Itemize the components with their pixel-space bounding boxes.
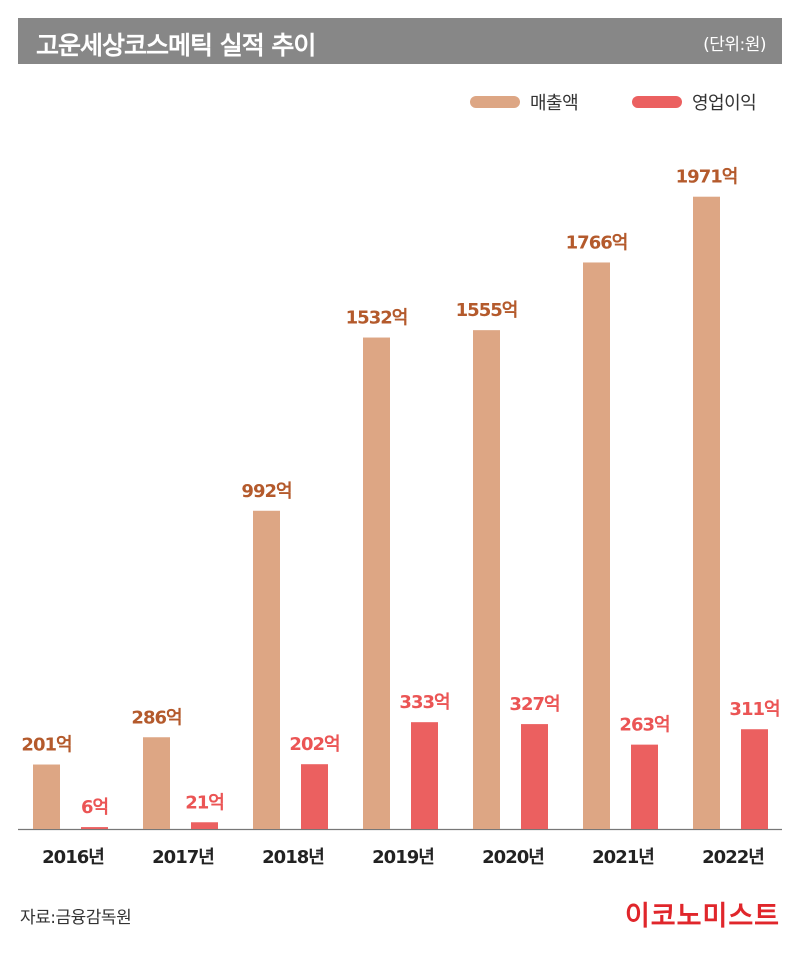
legend-label-revenue: 매출액 bbox=[530, 93, 579, 114]
data-label-operating-profit-4: 327억 bbox=[509, 694, 559, 715]
bar-operating-profit-1 bbox=[191, 822, 218, 829]
x-tick-label-3: 2019년 bbox=[372, 847, 434, 868]
bar-operating-profit-2 bbox=[301, 764, 328, 829]
x-tick-label-5: 2021년 bbox=[592, 847, 654, 868]
bar-operating-profit-4 bbox=[521, 724, 548, 829]
data-label-revenue-2: 992억 bbox=[241, 481, 291, 502]
bar-revenue-1 bbox=[143, 737, 170, 829]
data-label-operating-profit-1: 21억 bbox=[185, 792, 224, 813]
bar-revenue-3 bbox=[363, 337, 390, 829]
bar-operating-profit-5 bbox=[631, 744, 658, 829]
unit-label: (단위:원) bbox=[703, 35, 766, 55]
source-note: 자료:금융감독원 bbox=[20, 908, 132, 928]
data-label-operating-profit-2: 202억 bbox=[289, 734, 339, 755]
bar-operating-profit-3 bbox=[411, 722, 438, 829]
x-tick-label-0: 2016년 bbox=[42, 847, 104, 868]
data-label-revenue-6: 1971억 bbox=[676, 167, 738, 188]
data-label-revenue-1: 286억 bbox=[131, 707, 181, 728]
bar-revenue-6 bbox=[693, 196, 720, 830]
x-tick-label-6: 2022년 bbox=[702, 847, 764, 868]
bar-revenue-4 bbox=[473, 330, 500, 829]
x-tick-label-4: 2020년 bbox=[482, 847, 544, 868]
bar-operating-profit-6 bbox=[741, 729, 768, 829]
data-label-revenue-3: 1532억 bbox=[346, 308, 408, 329]
data-label-operating-profit-5: 263억 bbox=[619, 715, 669, 736]
data-label-operating-profit-3: 333억 bbox=[399, 692, 449, 713]
chart-title: 고운세상코스메틱 실적 추이 bbox=[36, 31, 316, 60]
brand-logo: 이코노미스트 bbox=[624, 901, 780, 932]
bar-revenue-5 bbox=[583, 262, 610, 830]
bar-revenue-2 bbox=[253, 510, 280, 829]
legend-swatch-revenue bbox=[470, 96, 520, 108]
x-tick-label-1: 2017년 bbox=[152, 847, 214, 868]
title-bar: 고운세상코스메틱 실적 추이 (단위:원) bbox=[18, 18, 782, 64]
bar-revenue-0 bbox=[33, 764, 60, 829]
data-label-revenue-5: 1766억 bbox=[566, 232, 628, 253]
legend: 매출액 영업이익 bbox=[470, 88, 780, 114]
legend-label-operating-profit: 영업이익 bbox=[692, 93, 757, 114]
bar-operating-profit-0 bbox=[81, 827, 108, 829]
data-label-revenue-0: 201억 bbox=[21, 735, 71, 756]
legend-swatch-operating-profit bbox=[632, 96, 682, 108]
data-label-operating-profit-6: 311억 bbox=[729, 699, 779, 720]
data-label-revenue-4: 1555억 bbox=[456, 300, 518, 321]
x-tick-label-2: 2018년 bbox=[262, 847, 324, 868]
data-label-operating-profit-0: 6억 bbox=[81, 797, 108, 818]
